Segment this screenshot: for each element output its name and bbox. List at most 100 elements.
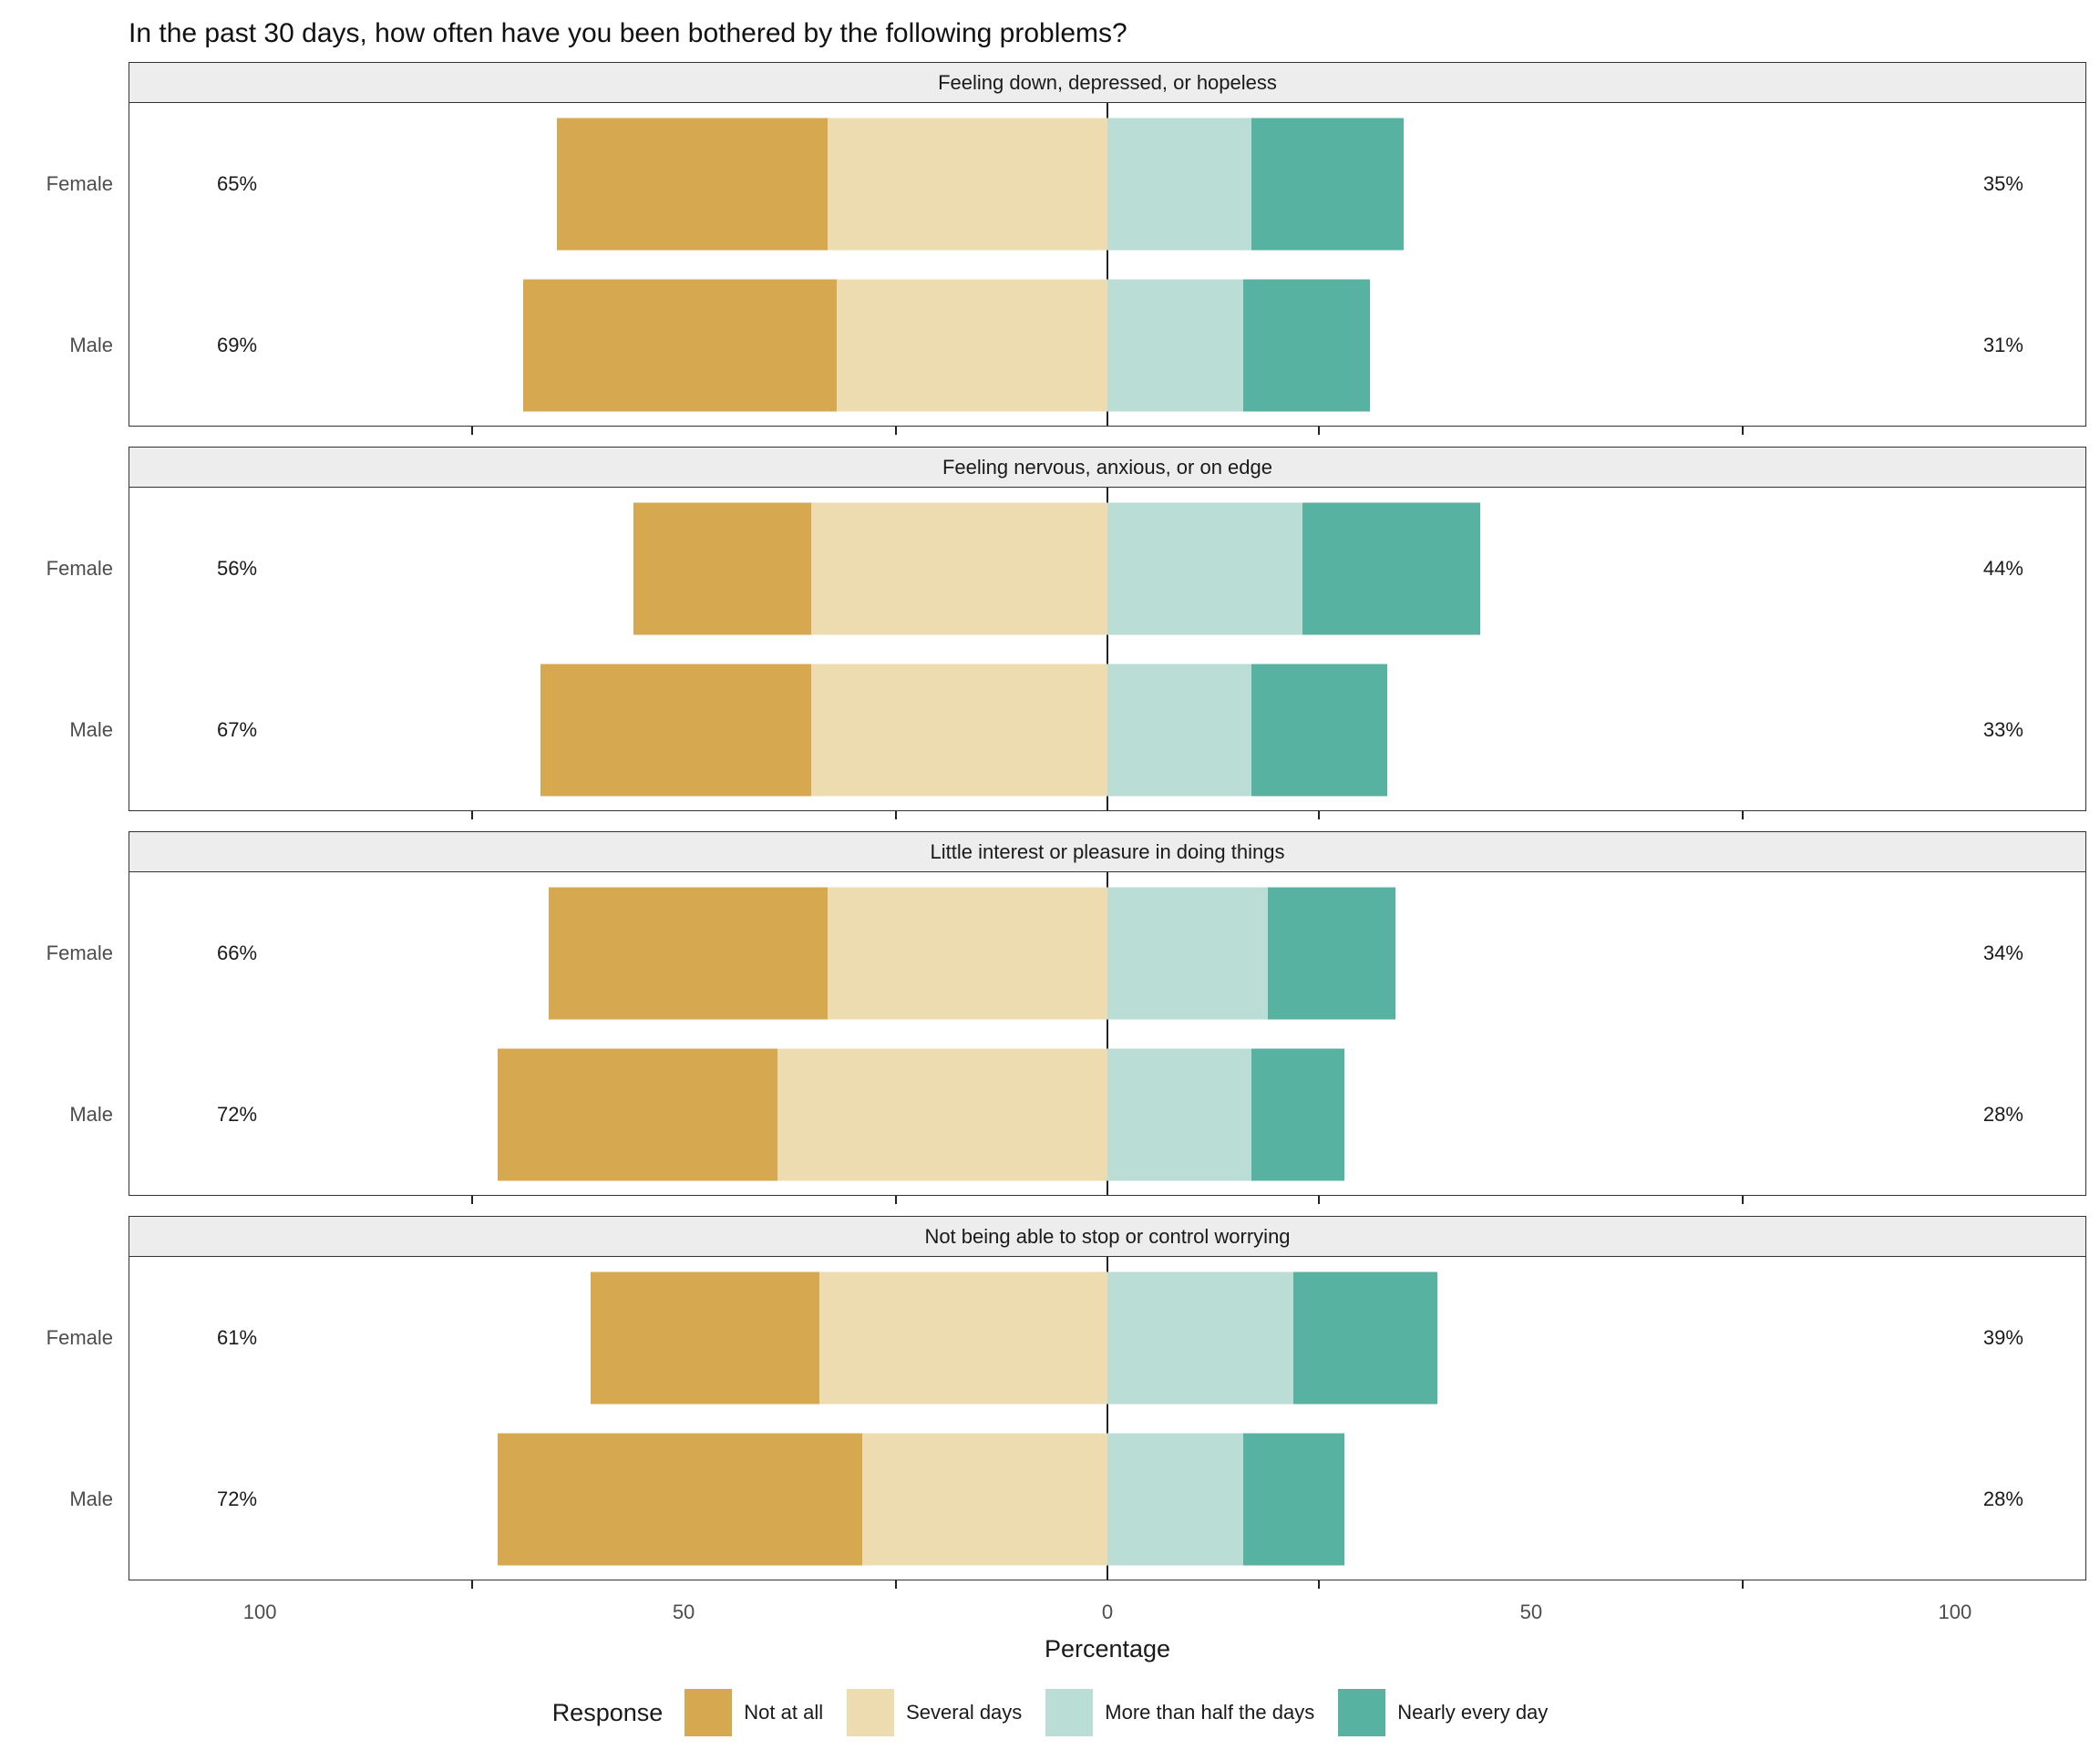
bar-segment-more-than-half-the-days bbox=[1107, 1433, 1243, 1565]
stacked-bar bbox=[498, 1048, 1345, 1180]
bar-segment-several-days bbox=[836, 279, 1107, 411]
left-total-label: 65% bbox=[217, 171, 258, 195]
bar-row-male: Male 69% 31% bbox=[69, 264, 2085, 426]
bar-row-male: Male 72% 28% bbox=[69, 1418, 2085, 1580]
legend-item-not-at-all: Not at all bbox=[685, 1689, 823, 1736]
bar-row-female: Female 61% 39% bbox=[46, 1257, 2085, 1418]
zero-line bbox=[1107, 103, 1108, 426]
bar-segment-several-days bbox=[819, 1271, 1107, 1404]
left-total-label: 67% bbox=[217, 717, 258, 741]
bar-segment-nearly-every-day bbox=[1302, 502, 1480, 634]
bar-row-female: Female 66% 34% bbox=[46, 872, 2085, 1034]
bar-segment-not-at-all bbox=[557, 118, 829, 250]
right-total-label: 34% bbox=[1982, 941, 2023, 964]
y-axis-label: Female bbox=[46, 556, 113, 580]
bar-segment-not-at-all bbox=[522, 279, 837, 411]
left-total-label: 66% bbox=[217, 941, 258, 964]
legend-label: Several days bbox=[906, 1701, 1023, 1724]
x-tick-label: 100 bbox=[242, 1601, 277, 1623]
bar-segment-several-days bbox=[861, 1433, 1107, 1565]
axis-minor-tick bbox=[894, 427, 897, 435]
bar-segment-not-at-all bbox=[548, 887, 829, 1019]
bar-segment-not-at-all bbox=[591, 1271, 820, 1404]
left-total-label: 72% bbox=[217, 1487, 258, 1510]
bar-segment-more-than-half-the-days bbox=[1107, 118, 1251, 250]
axis-minor-tick bbox=[471, 1580, 474, 1589]
zero-line bbox=[1107, 488, 1108, 810]
legend-label: Nearly every day bbox=[1397, 1701, 1549, 1724]
right-total-label: 28% bbox=[1982, 1102, 2023, 1126]
y-axis-label: Female bbox=[46, 171, 113, 195]
facet-strip: Feeling down, depressed, or hopeless bbox=[129, 62, 2086, 103]
axis-minor-tick bbox=[894, 811, 897, 819]
bar-segment-not-at-all bbox=[540, 664, 811, 796]
facet-panel: Female 65% 35% Male 69% 31% bbox=[46, 103, 2086, 435]
facet-feeling-down-depressed-or-hopeless: Feeling down, depressed, or hopeless Fema… bbox=[0, 62, 2100, 435]
axis-minor-tick bbox=[1741, 427, 1744, 435]
bar-segment-nearly-every-day bbox=[1242, 1433, 1345, 1565]
right-total-label: 44% bbox=[1982, 556, 2023, 580]
bar-segment-several-days bbox=[828, 118, 1107, 250]
x-tick-label: 50 bbox=[672, 1601, 695, 1623]
legend-items: Not at all Several days More than half the… bbox=[685, 1689, 1548, 1736]
legend-swatch bbox=[847, 1689, 895, 1736]
x-tick-label: 100 bbox=[1938, 1601, 1972, 1623]
bar-segment-nearly-every-day bbox=[1293, 1271, 1438, 1404]
y-axis-label: Male bbox=[69, 1487, 113, 1510]
bar-segment-more-than-half-the-days bbox=[1107, 664, 1251, 796]
axis-minor-tick bbox=[894, 1580, 897, 1589]
bar-segment-more-than-half-the-days bbox=[1107, 1271, 1294, 1404]
legend-item-several-days: Several days bbox=[847, 1689, 1022, 1736]
legend-swatch bbox=[1045, 1689, 1094, 1736]
x-axis-title: Percentage bbox=[1044, 1635, 1171, 1662]
y-axis-label: Male bbox=[69, 1102, 113, 1126]
bar-row-female: Female 56% 44% bbox=[46, 488, 2085, 649]
bar-segment-more-than-half-the-days bbox=[1107, 279, 1243, 411]
facet-feeling-nervous-anxious-or-on-edge: Feeling nervous, anxious, or on edge Fema… bbox=[0, 447, 2100, 819]
x-axis-tick-labels: 100 50 0 50 100 bbox=[129, 1601, 2086, 1626]
bar-segment-nearly-every-day bbox=[1268, 887, 1395, 1019]
legend-swatch bbox=[1338, 1689, 1386, 1736]
legend: Response Not at all Several days More than… bbox=[0, 1689, 2100, 1736]
stacked-bar bbox=[633, 502, 1480, 634]
bar-segment-several-days bbox=[810, 502, 1107, 634]
axis-minor-tick bbox=[1741, 1580, 1744, 1589]
facet-panel: Female 66% 34% Male 72% 28% bbox=[46, 872, 2086, 1204]
legend-label: More than half the days bbox=[1105, 1701, 1315, 1724]
stacked-bar bbox=[591, 1271, 1438, 1404]
axis-minor-tick bbox=[1318, 427, 1321, 435]
stacked-bar bbox=[498, 1433, 1345, 1565]
bar-segment-more-than-half-the-days bbox=[1107, 887, 1269, 1019]
bar-segment-nearly-every-day bbox=[1251, 1048, 1345, 1180]
facet-panel: Female 61% 39% Male 72% 28% bbox=[46, 1257, 2086, 1589]
bar-segment-several-days bbox=[777, 1048, 1107, 1180]
right-total-label: 28% bbox=[1982, 1487, 2023, 1510]
facet-strip: Feeling nervous, anxious, or on edge bbox=[129, 447, 2086, 488]
bar-row-female: Female 65% 35% bbox=[46, 103, 2085, 264]
legend-item-nearly-every-day: Nearly every day bbox=[1338, 1689, 1548, 1736]
axis-minor-tick bbox=[1318, 1196, 1321, 1204]
bar-segment-nearly-every-day bbox=[1251, 664, 1387, 796]
axis-minor-tick bbox=[471, 1196, 474, 1204]
legend-swatch bbox=[685, 1689, 733, 1736]
chart-title: In the past 30 days, how often have you … bbox=[129, 18, 1127, 48]
legend-title: Response bbox=[551, 1698, 664, 1726]
left-total-label: 61% bbox=[217, 1325, 258, 1349]
left-total-label: 56% bbox=[217, 556, 258, 580]
zero-line bbox=[1107, 872, 1108, 1195]
facet-strip: Little interest or pleasure in doing thi… bbox=[129, 831, 2086, 872]
y-axis-label: Female bbox=[46, 1325, 113, 1349]
bar-segment-not-at-all bbox=[498, 1048, 777, 1180]
bar-segment-several-days bbox=[828, 887, 1107, 1019]
axis-minor-tick bbox=[471, 427, 474, 435]
right-total-label: 31% bbox=[1982, 333, 2023, 356]
y-axis-label: Female bbox=[46, 941, 113, 964]
axis-minor-tick bbox=[1318, 811, 1321, 819]
facet-not-being-able-to-stop-or-control-worrying: Not being able to stop or control worryi… bbox=[0, 1216, 2100, 1589]
legend-item-more-than-half-the-days: More than half the days bbox=[1045, 1689, 1314, 1736]
axis-minor-tick bbox=[1741, 1196, 1744, 1204]
bar-row-male: Male 72% 28% bbox=[69, 1034, 2085, 1195]
stacked-bar bbox=[522, 279, 1370, 411]
bar-segment-nearly-every-day bbox=[1242, 279, 1370, 411]
